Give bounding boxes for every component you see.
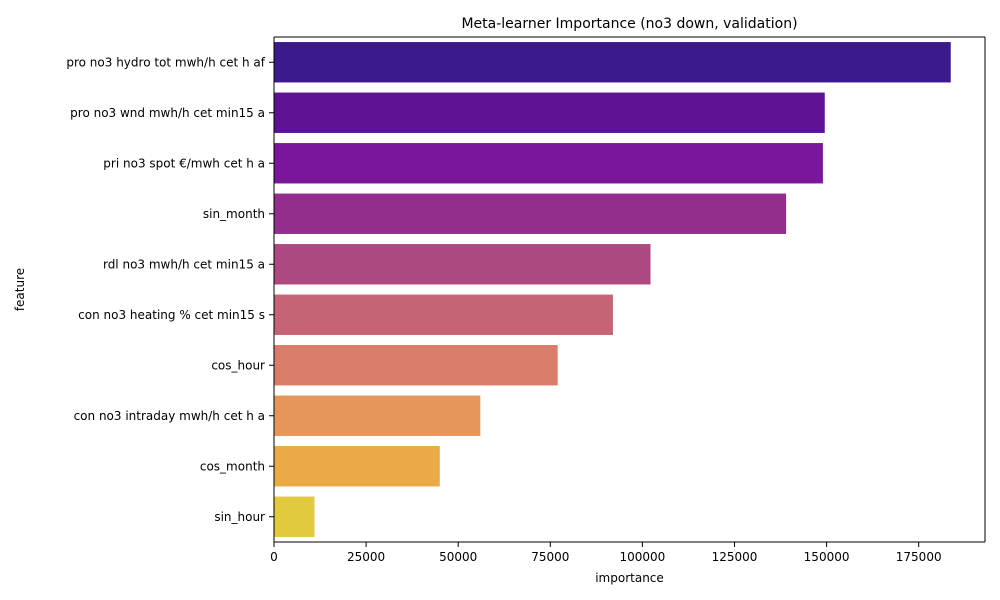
y-axis-ticks: pro no3 hydro tot mwh/h cet h af pro no3 … bbox=[66, 55, 274, 524]
bar-6 bbox=[274, 345, 558, 386]
x-tick-label-1: 25000 bbox=[347, 550, 385, 564]
y-tick-label-8: cos_month bbox=[200, 459, 265, 473]
chart-title: Meta-learner Importance (no3 down, valid… bbox=[461, 16, 797, 32]
y-tick-label-3: sin_month bbox=[203, 207, 265, 221]
y-tick-label-5: con no3 heating % cet min15 s bbox=[78, 308, 265, 322]
x-axis-label: importance bbox=[595, 571, 664, 585]
y-tick-label-6: cos_hour bbox=[211, 358, 265, 372]
x-tick-label-2: 50000 bbox=[439, 550, 477, 564]
x-tick-label-6: 150000 bbox=[804, 550, 850, 564]
bar-1 bbox=[274, 92, 825, 133]
bar-7 bbox=[274, 395, 481, 436]
bar-8 bbox=[274, 446, 440, 487]
y-tick-label-7: con no3 intraday mwh/h cet h a bbox=[74, 409, 265, 423]
x-axis-ticks: 0 25000 50000 75000 100000 125000 150000 175000 bbox=[270, 542, 942, 564]
x-tick-label-0: 0 bbox=[270, 550, 278, 564]
x-tick-label-7: 175000 bbox=[896, 550, 942, 564]
x-tick-label-4: 100000 bbox=[619, 550, 665, 564]
y-tick-label-9: sin_hour bbox=[214, 510, 265, 524]
x-tick-label-5: 125000 bbox=[712, 550, 758, 564]
bar-5 bbox=[274, 294, 613, 335]
bar-3 bbox=[274, 193, 787, 234]
x-tick-label-3: 75000 bbox=[531, 550, 569, 564]
bar-0 bbox=[274, 42, 951, 83]
y-tick-label-0: pro no3 hydro tot mwh/h cet h af bbox=[66, 55, 265, 69]
y-tick-label-1: pro no3 wnd mwh/h cet min15 a bbox=[70, 106, 265, 120]
bar-4 bbox=[274, 244, 651, 285]
bar-2 bbox=[274, 143, 823, 184]
y-axis-label: feature bbox=[13, 268, 27, 311]
bar-9 bbox=[274, 496, 315, 537]
y-tick-label-2: pri no3 spot €/mwh cet h a bbox=[103, 156, 265, 170]
y-tick-label-4: rdl no3 mwh/h cet min15 a bbox=[103, 257, 265, 271]
bars-group bbox=[274, 42, 951, 537]
